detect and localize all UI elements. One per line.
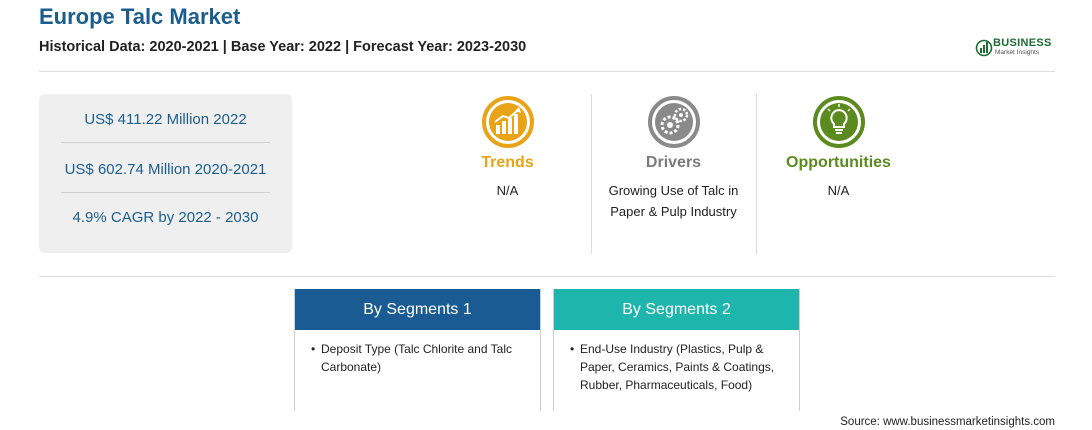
gears-icon xyxy=(647,96,700,148)
page-title: Europe Talc Market xyxy=(39,4,241,29)
opportunities-column: Opportunities N/A xyxy=(757,94,920,201)
drivers-title: Drivers xyxy=(645,154,702,171)
logo-name: BUSINESS xyxy=(993,37,1052,49)
page-subtitle: Historical Data: 2020-2021 | Base Year: … xyxy=(39,39,527,55)
segment-card-1: By Segments 1 • Deposit Type (Talc Chlor… xyxy=(294,289,541,411)
stats-divider xyxy=(61,142,270,143)
trends-title: Trends xyxy=(481,154,534,171)
column-divider xyxy=(756,94,757,254)
bullet-icon: • xyxy=(570,342,575,356)
top-divider xyxy=(39,71,1055,72)
middle-divider xyxy=(39,276,1055,277)
source-text: Source: www.businessmarketinsights.com xyxy=(840,416,1055,428)
segment-card-2: By Segments 2 • End-Use Industry (Plasti… xyxy=(553,289,800,411)
opportunities-title: Opportunities xyxy=(786,154,891,171)
trends-column: Trends N/A xyxy=(426,94,589,201)
cagr-value: 4.9% CAGR by 2022 - 2030 xyxy=(72,209,259,226)
segment-1-body: • Deposit Type (Talc Chlorite and Talc C… xyxy=(295,330,540,376)
segment-1-item: Deposit Type (Talc Chlorite and Talc Car… xyxy=(321,342,512,374)
stats-divider xyxy=(61,192,270,193)
trends-text: N/A xyxy=(496,183,519,198)
segment-2-body: • End-Use Industry (Plastics, Pulp & Pap… xyxy=(554,330,799,394)
column-divider xyxy=(591,94,592,254)
market-size-2022: US$ 411.22 Million 2022 xyxy=(84,111,247,128)
market-size-historical: US$ 602.74 Million 2020-2021 xyxy=(64,161,267,178)
opportunities-text: N/A xyxy=(827,183,850,198)
drivers-text: Growing Use of Talc in Paper & Pulp Indu… xyxy=(608,183,739,219)
logo-tagline: Market Insights xyxy=(995,49,1040,56)
business-market-insights-logo: BUSINESS Market Insights xyxy=(975,36,1061,60)
drivers-column: Drivers Growing Use of Talc in Paper & P… xyxy=(592,94,755,222)
globe-icon xyxy=(975,39,993,57)
bullet-icon: • xyxy=(311,342,316,356)
trend-chart-icon xyxy=(481,96,534,148)
segment-2-header: By Segments 2 xyxy=(554,289,799,330)
segment-2-item: End-Use Industry (Plastics, Pulp & Paper… xyxy=(580,342,775,392)
segment-1-header: By Segments 1 xyxy=(295,289,540,330)
lightbulb-icon xyxy=(812,96,865,148)
market-stats-panel: US$ 411.22 Million 2022 US$ 602.74 Milli… xyxy=(39,94,292,253)
